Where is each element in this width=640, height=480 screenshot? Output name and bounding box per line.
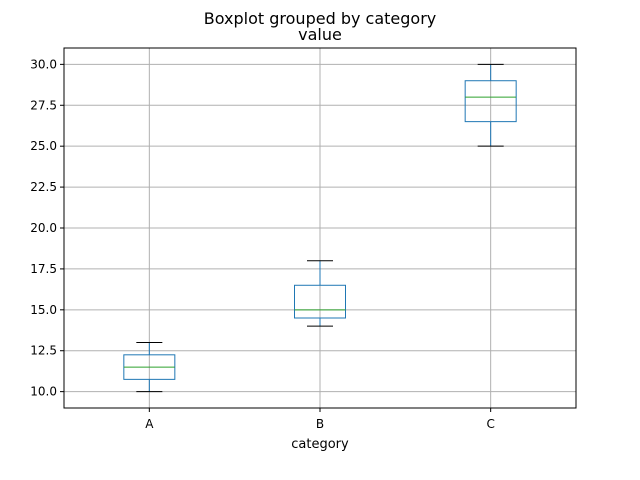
y-tick-label: 15.0	[30, 303, 57, 317]
y-tick-label: 27.5	[30, 98, 57, 112]
x-tick-label: A	[145, 417, 154, 431]
box-b	[294, 260, 346, 327]
x-axis: A B C	[145, 408, 495, 431]
chart-suptitle: Boxplot grouped by category	[204, 9, 436, 28]
x-axis-label: category	[291, 437, 349, 452]
y-axis: 10.0 12.5 15.0 17.5 20.0 22.5 25.0 27.5 30.0	[30, 57, 64, 399]
y-tick-label: 30.0	[30, 57, 57, 71]
box-a	[123, 342, 176, 393]
grid-lines	[64, 48, 576, 408]
box-c	[464, 63, 517, 147]
y-tick-label: 12.5	[30, 344, 57, 358]
chart-title: value	[298, 25, 342, 44]
y-tick-label: 20.0	[30, 221, 57, 235]
x-tick-label: C	[486, 417, 494, 431]
y-tick-label: 25.0	[30, 139, 57, 153]
y-tick-label: 22.5	[30, 180, 57, 194]
y-tick-label: 17.5	[30, 262, 57, 276]
iqr-box	[464, 80, 517, 123]
iqr-box	[294, 284, 346, 319]
box-group	[123, 63, 517, 393]
x-tick-label: B	[316, 417, 324, 431]
y-tick-label: 10.0	[30, 385, 57, 399]
